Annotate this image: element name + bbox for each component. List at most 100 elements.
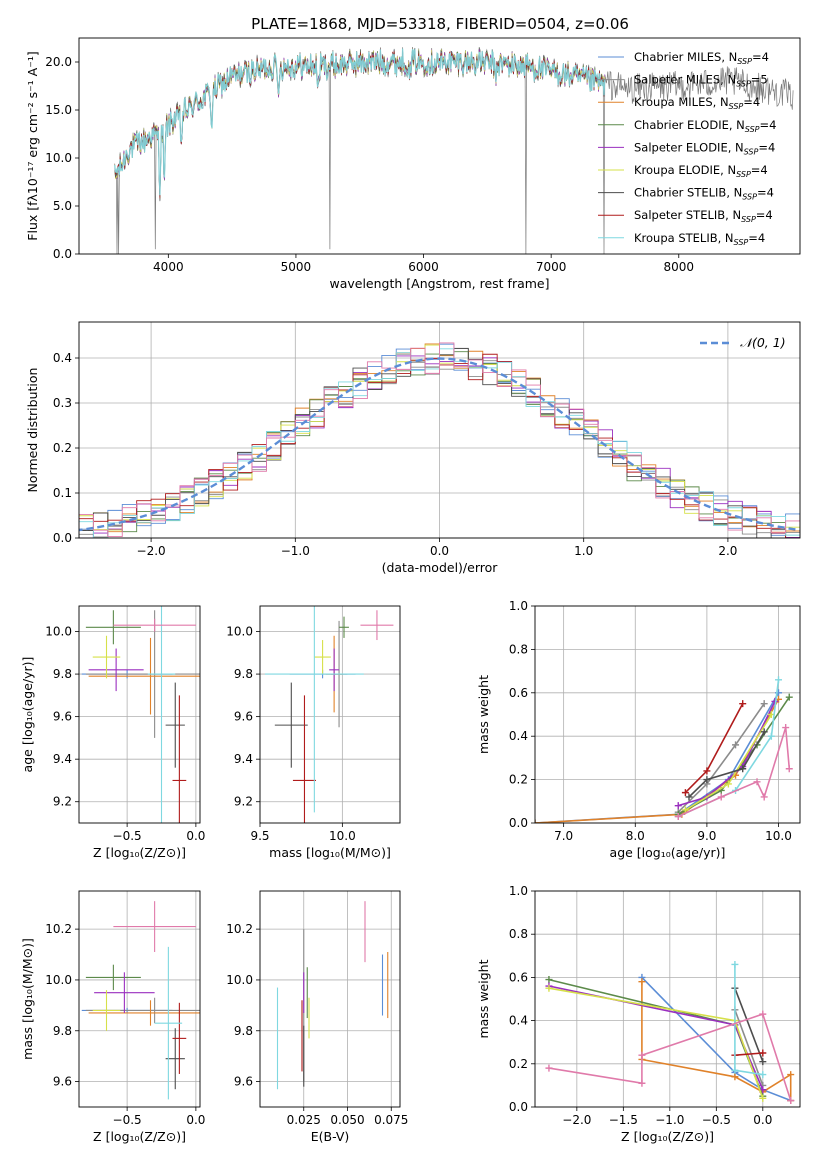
model-line-salpeter_elodie bbox=[114, 48, 606, 197]
plot-area bbox=[535, 676, 793, 823]
point-marker-pink bbox=[638, 1079, 646, 1087]
plot-area bbox=[81, 901, 200, 1100]
x-tick-label: 9.5 bbox=[250, 829, 269, 843]
point-marker-chabrier_stelib bbox=[703, 776, 711, 784]
y-tick-label: 9.8 bbox=[234, 667, 253, 681]
y-tick-label: 5.0 bbox=[53, 199, 72, 213]
point-marker-kroupa_miles bbox=[787, 1071, 795, 1079]
y-tick-label: 15.0 bbox=[45, 103, 72, 117]
panel-age_vs_mass: 9.5 10.0 9.2 9.4 9.6 9.8 10.0 mass [log₁₀(M/M⊙)… bbox=[226, 605, 401, 860]
y-tick-label: 9.6 bbox=[53, 710, 72, 724]
legend-entry: Salpeter MILES, NSSP=5 bbox=[634, 73, 768, 89]
x-tick-label: 0.0 bbox=[430, 544, 449, 558]
y-tick-label: 0.4 bbox=[509, 1014, 528, 1028]
point-marker-kroupa_miles bbox=[731, 1073, 739, 1081]
panel-mass_vs_ebv: 0.025 0.050 0.075 9.6 9.8 10.0 10.2 E(B-V) bbox=[226, 890, 408, 1144]
x-tick-label: 9.0 bbox=[697, 829, 716, 843]
y-tick-label: 0.0 bbox=[53, 531, 72, 545]
x-axis-label: age [log₁₀(age/yr)] bbox=[610, 845, 726, 860]
axes-frame bbox=[78, 321, 801, 539]
histogram-chabrier_elodie bbox=[79, 351, 800, 538]
figure-title: PLATE=1868, MJD=53318, FIBERID=0504, z=0… bbox=[251, 15, 629, 33]
x-axis-label: Z [log₁₀(Z/Z⊙)] bbox=[93, 1129, 186, 1144]
x-tick-label: 7000 bbox=[536, 260, 567, 274]
y-tick-label: 0.6 bbox=[509, 686, 528, 700]
point-marker-salpeter_miles bbox=[732, 741, 740, 749]
point-marker-kroupa_stelib bbox=[731, 960, 739, 968]
y-tick-label: 10.2 bbox=[226, 922, 253, 936]
point-marker-kroupa_elodie bbox=[545, 984, 553, 992]
x-tick-label: 6000 bbox=[408, 260, 439, 274]
x-axis-label: mass [log₁₀(M/M⊙)] bbox=[269, 845, 391, 860]
panel-spectrum: 4000 5000 6000 7000 8000 0.0 5.0 10.0 15.0 20.0 wa… bbox=[25, 37, 801, 291]
y-tick-label: 0.8 bbox=[509, 642, 528, 656]
x-tick-label: −0.5 bbox=[113, 829, 142, 843]
y-tick-label: 20.0 bbox=[45, 55, 72, 69]
axes-frame bbox=[534, 890, 801, 1108]
x-axis-label: (data-model)/error bbox=[382, 560, 499, 575]
panel-age_vs_Z: −0.5 0.0 9.2 9.4 9.6 9.8 10.0 Z [log₁₀(Z/Z⊙)] ag… bbox=[20, 605, 205, 860]
point-marker-salpeter_stelib bbox=[759, 1049, 767, 1057]
model-line-chabrier_miles bbox=[114, 49, 606, 201]
y-tick-label: 9.6 bbox=[53, 1075, 72, 1089]
point-marker-pink bbox=[674, 812, 682, 820]
series-line-salpeter_elodie bbox=[548, 985, 764, 1091]
y-tick-label: 9.6 bbox=[234, 1075, 253, 1089]
series-line-kroupa_elodie bbox=[548, 987, 764, 1099]
series-line-chabrier_elodie bbox=[548, 978, 764, 1097]
x-tick-label: −1.0 bbox=[281, 544, 310, 558]
x-tick-label: 8.0 bbox=[626, 829, 645, 843]
axes-frame bbox=[78, 37, 801, 255]
x-tick-label: 8000 bbox=[663, 260, 694, 274]
y-tick-label: 10.0 bbox=[226, 973, 253, 987]
y-tick-label: 9.8 bbox=[234, 1024, 253, 1038]
x-tick-label: 2.0 bbox=[718, 544, 737, 558]
plot-area bbox=[276, 901, 389, 1090]
x-tick-label: 0.050 bbox=[330, 1113, 364, 1127]
y-tick-label: 0.2 bbox=[509, 773, 528, 787]
point-marker-chabrier_elodie bbox=[785, 693, 793, 701]
series-line-pink bbox=[677, 727, 791, 818]
y-tick-label: 0.0 bbox=[509, 816, 528, 830]
y-axis-label: mass [log₁₀(M/M⊙)] bbox=[20, 938, 35, 1060]
y-tick-label: 9.4 bbox=[234, 752, 253, 766]
y-tick-label: 0.0 bbox=[509, 1100, 528, 1114]
axes-frame bbox=[78, 890, 201, 1108]
series-line-chabrier_miles bbox=[641, 976, 791, 1102]
y-tick-label: 10.0 bbox=[45, 151, 72, 165]
point-marker-pink bbox=[717, 793, 725, 801]
x-axis-label: Z [log₁₀(Z/Z⊙)] bbox=[621, 1129, 714, 1144]
y-axis-label: mass weight bbox=[476, 959, 491, 1038]
x-axis-label: Z [log₁₀(Z/Z⊙)] bbox=[93, 845, 186, 860]
y-tick-label: 0.6 bbox=[509, 970, 528, 984]
panel-residuals: −2.0 −1.0 0.0 1.0 2.0 0.0 0.1 0.2 0.3 0.4 (data-mo… bbox=[25, 321, 801, 575]
x-tick-label: 0.0 bbox=[186, 829, 205, 843]
plot-area bbox=[545, 960, 795, 1105]
point-marker-kroupa_miles bbox=[638, 978, 646, 986]
x-tick-label: 5000 bbox=[281, 260, 312, 274]
y-axis-label: Flux [fλ10⁻¹⁷ erg cm⁻² s⁻¹ A⁻¹] bbox=[25, 51, 40, 240]
plot-area bbox=[81, 606, 200, 823]
point-marker-chabrier_stelib bbox=[759, 1058, 767, 1066]
plot-area bbox=[264, 606, 394, 823]
panel-massweight_vs_age: 7.0 8.0 9.0 10.0 0.0 0.2 0.4 0.6 0.8 1.0 age [log₁… bbox=[476, 599, 801, 860]
point-marker-salpeter_miles bbox=[760, 700, 768, 708]
x-axis-label: wavelength [Angstrom, rest frame] bbox=[329, 276, 549, 291]
x-tick-label: 7.0 bbox=[554, 829, 573, 843]
y-tick-label: 0.4 bbox=[509, 729, 528, 743]
point-marker-kroupa_stelib bbox=[731, 1066, 739, 1074]
y-tick-label: 1.0 bbox=[509, 884, 528, 898]
series-line-chabrier_stelib bbox=[734, 987, 764, 1062]
legend-entry: Kroupa ELODIE, NSSP=4 bbox=[634, 163, 768, 179]
model-line-chabrier_elodie bbox=[114, 47, 606, 195]
axes-frame bbox=[78, 605, 201, 824]
point-marker-pink bbox=[638, 1051, 646, 1059]
y-tick-label: 9.2 bbox=[53, 795, 72, 809]
y-tick-label: 0.8 bbox=[509, 927, 528, 941]
model-line-kroupa_elodie bbox=[114, 48, 606, 200]
y-tick-label: 10.0 bbox=[226, 625, 253, 639]
x-tick-label: −0.5 bbox=[702, 1113, 731, 1127]
y-tick-label: 0.2 bbox=[509, 1057, 528, 1071]
y-tick-label: 9.4 bbox=[53, 752, 72, 766]
legend-entry: Chabrier ELODIE, NSSP=4 bbox=[634, 118, 776, 134]
